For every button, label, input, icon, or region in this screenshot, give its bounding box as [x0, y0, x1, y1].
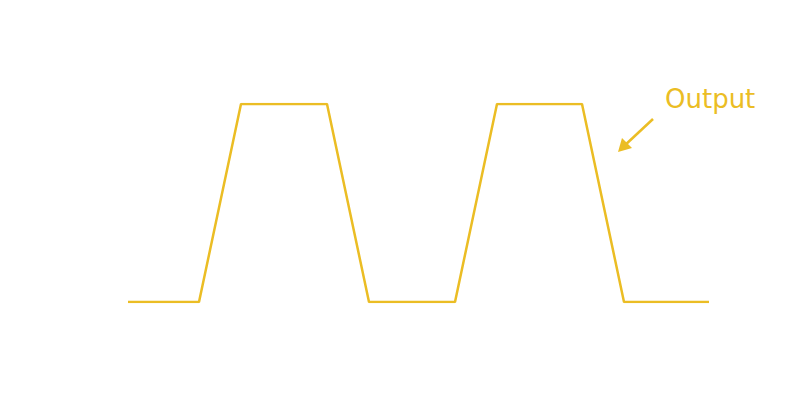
svg-text:Output: Output	[665, 84, 755, 114]
